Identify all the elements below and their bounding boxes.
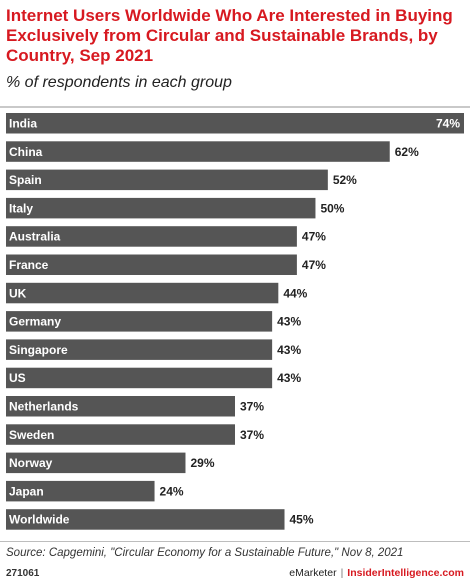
chart-title: Internet Users Worldwide Who Are Interes…: [6, 6, 453, 65]
category-label-worldwide: Worldwide: [9, 513, 70, 527]
bar-australia: [6, 226, 297, 247]
category-label-us: US: [9, 371, 26, 385]
category-label-japan: Japan: [9, 484, 44, 498]
value-label-uk: 44%: [283, 286, 307, 300]
category-label-australia: Australia: [9, 230, 61, 244]
bar-norway: [6, 452, 186, 474]
category-label-singapore: Singapore: [9, 343, 68, 357]
value-label-netherlands: 37%: [240, 399, 264, 413]
category-label-france: France: [9, 258, 49, 272]
category-label-sweden: Sweden: [9, 428, 54, 442]
bar-chart: India 74% China 62% Spain 52% Italy 50% Australi…: [6, 113, 464, 530]
value-label-singapore: 43%: [277, 343, 301, 357]
bar-uk: [6, 282, 279, 304]
bar-germany: [6, 311, 273, 332]
bar-netherlands: [6, 396, 235, 417]
value-label-us: 43%: [277, 371, 301, 385]
value-label-germany: 43%: [277, 315, 301, 329]
chart-subtitle: % of respondents in each group: [6, 74, 232, 91]
brand-credit: eMarketer | InsiderIntelligence.com: [289, 567, 464, 579]
category-label-spain: Spain: [9, 173, 42, 187]
value-label-spain: 52%: [333, 173, 357, 187]
bar-sweden: [6, 424, 235, 445]
value-label-india: 74%: [436, 116, 460, 130]
value-label-norway: 29%: [190, 456, 214, 470]
brand-separator: |: [340, 567, 344, 579]
category-label-netherlands: Netherlands: [9, 399, 79, 413]
bar-singapore: [6, 339, 273, 360]
top-divider: [0, 106, 470, 108]
source-note: Source: Capgemini, "Circular Economy for…: [6, 547, 404, 559]
value-label-france: 47%: [302, 258, 326, 272]
category-label-italy: Italy: [9, 201, 33, 215]
category-label-china: China: [9, 145, 43, 159]
value-label-japan: 24%: [160, 484, 184, 498]
bar-japan: [6, 480, 155, 502]
value-label-sweden: 37%: [240, 428, 264, 442]
bar-india: [6, 113, 464, 134]
bar-spain: [6, 169, 328, 191]
value-label-china: 62%: [395, 145, 419, 159]
bottom-divider: [0, 541, 470, 542]
value-label-australia: 47%: [302, 230, 326, 244]
category-label-uk: UK: [9, 286, 27, 300]
value-label-italy: 50%: [320, 201, 344, 215]
brand-emarketer: eMarketer: [289, 567, 337, 579]
value-label-worldwide: 45%: [290, 513, 314, 527]
bar-italy: [6, 197, 316, 219]
category-label-norway: Norway: [9, 456, 53, 470]
bar-worldwide: [6, 509, 285, 530]
chart-id: 271061: [6, 568, 40, 579]
brand-insider-link[interactable]: InsiderIntelligence.com: [347, 567, 464, 579]
bar-france: [6, 254, 297, 275]
bar-us: [6, 367, 273, 389]
category-label-germany: Germany: [9, 315, 61, 329]
category-label-india: India: [9, 116, 37, 130]
bar-china: [6, 141, 390, 162]
